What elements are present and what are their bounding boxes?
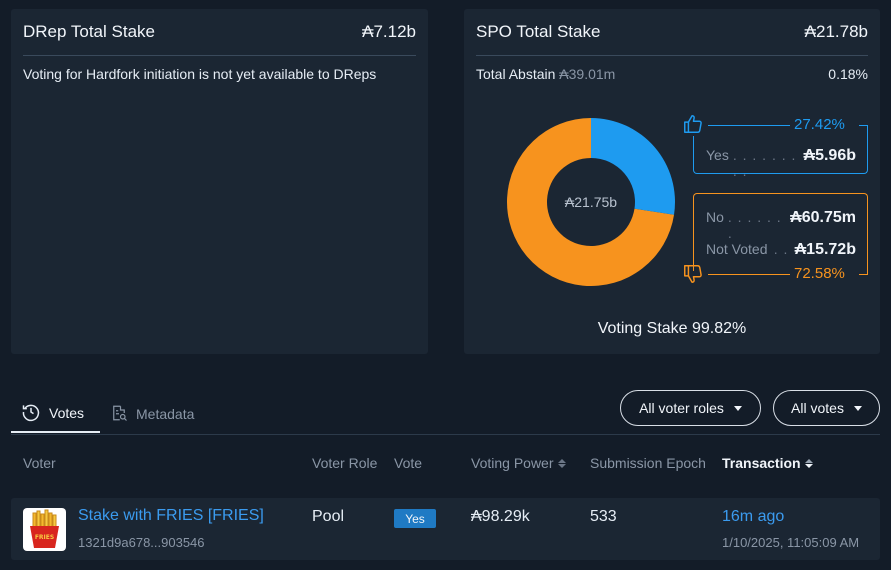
header-voter-label: Voter — [23, 455, 56, 471]
vote-clock-icon — [21, 402, 41, 425]
abstain-label: Total Abstain — [476, 66, 556, 82]
vote-donut-chart — [507, 118, 675, 286]
donut-no-segment — [507, 118, 675, 286]
header-voter-role: Voter Role — [312, 455, 377, 471]
not-voted-dots: . . — [773, 241, 789, 257]
not-voted-row: Not Voted . . ₳15.72b — [706, 241, 856, 259]
thumbs-up-icon — [682, 113, 704, 140]
no-connector-end — [859, 274, 868, 275]
drep-stake-panel: DRep Total Stake ₳7.12b Voting for Hardf… — [11, 9, 428, 354]
table-row[interactable]: FRIES Stake with FRIES [FRIES] 1321d9a67… — [11, 498, 880, 560]
donut-yes-segment — [591, 118, 675, 215]
no-percentage: 72.58% — [794, 265, 845, 282]
abstain-pct: 0.18% — [828, 66, 868, 82]
spo-stake-panel: SPO Total Stake ₳21.78b Total Abstain ₳3… — [464, 9, 880, 354]
header-power-label: Voting Power — [471, 455, 554, 471]
no-amount: ₳60.75m — [790, 209, 856, 226]
header-submission-epoch: Submission Epoch — [590, 455, 706, 471]
no-label: No — [706, 209, 724, 225]
voting-power-cell: ₳98.29k — [471, 508, 530, 525]
abstain-amount: ₳39.01m — [559, 66, 616, 82]
drep-amount: ₳7.12b — [362, 22, 416, 41]
no-dots: . . . . . . . — [727, 209, 782, 241]
spo-title: SPO Total Stake — [476, 22, 601, 41]
voter-role-cell: Pool — [312, 508, 345, 525]
tab-bar: Votes Metadata — [11, 395, 204, 433]
header-voting-power[interactable]: Voting Power — [471, 455, 566, 471]
not-voted-amount: ₳15.72b — [794, 241, 856, 258]
pool-name-link[interactable]: Stake with FRIES [FRIES] — [78, 507, 264, 524]
tab-votes-label: Votes — [49, 405, 85, 421]
header-vote-label: Vote — [394, 455, 423, 471]
spo-panel-header: SPO Total Stake ₳21.78b — [476, 21, 868, 56]
thumbs-down-icon — [682, 263, 704, 290]
header-epoch-label: Submission Epoch — [590, 455, 706, 471]
transaction-date: 1/10/2025, 11:05:09 AM — [722, 535, 860, 550]
not-voted-label: Not Voted — [706, 241, 768, 257]
no-box — [693, 193, 868, 271]
vote-badge: Yes — [394, 509, 436, 528]
votes-dropdown[interactable]: All votes — [773, 390, 880, 426]
transaction-time-link[interactable]: 16m ago — [722, 508, 785, 525]
header-tx-label: Transaction — [722, 455, 801, 471]
header-role-label: Voter Role — [312, 455, 378, 471]
voter-roles-dropdown[interactable]: All voter roles — [620, 390, 761, 426]
tab-metadata[interactable]: Metadata — [100, 395, 204, 433]
header-voter: Voter — [23, 455, 56, 471]
avatar-text: FRIES — [35, 534, 54, 541]
header-transaction[interactable]: Transaction — [722, 455, 813, 471]
abstain-row: Total Abstain ₳39.01m 0.18% — [476, 66, 868, 82]
yes-dots: . . . . . . . . . — [732, 147, 797, 179]
drep-panel-header: DRep Total Stake ₳7.12b — [23, 21, 416, 56]
yes-row: Yes . . . . . . . . . ₳5.96b — [706, 147, 856, 179]
yes-box — [693, 136, 868, 174]
tab-votes[interactable]: Votes — [11, 395, 100, 433]
header-vote: Vote — [394, 455, 422, 471]
spo-amount: ₳21.78b — [804, 22, 868, 41]
tab-divider — [11, 434, 880, 435]
no-row: No . . . . . . . ₳60.75m — [706, 209, 856, 241]
abstain-info: Total Abstain ₳39.01m — [476, 66, 615, 82]
votes-value: All votes — [791, 400, 844, 416]
donut-center-label: ₳21.75b — [564, 194, 618, 210]
yes-connector — [708, 125, 790, 126]
epoch-cell: 533 — [590, 508, 617, 525]
document-search-icon — [110, 404, 128, 425]
no-connector — [708, 274, 790, 275]
sort-icon — [557, 458, 566, 468]
chevron-down-icon — [853, 405, 862, 411]
pool-id: 1321d9a678...903546 — [78, 535, 205, 550]
drep-title: DRep Total Stake — [23, 22, 155, 41]
tab-metadata-label: Metadata — [136, 406, 195, 422]
yes-percentage: 27.42% — [794, 116, 845, 133]
drep-message: Voting for Hardfork initiation is not ye… — [23, 66, 377, 82]
voting-stake-label: Voting Stake 99.82% — [597, 320, 747, 337]
no-connector-rise — [867, 262, 868, 274]
yes-amount: ₳5.96b — [803, 147, 856, 164]
pool-avatar: FRIES — [23, 508, 66, 551]
sort-desc-icon — [804, 458, 813, 468]
yes-connector-end — [859, 125, 868, 126]
yes-label: Yes — [706, 147, 729, 163]
chevron-down-icon — [733, 405, 742, 411]
voter-roles-value: All voter roles — [639, 400, 724, 416]
yes-connector-drop — [867, 125, 868, 137]
